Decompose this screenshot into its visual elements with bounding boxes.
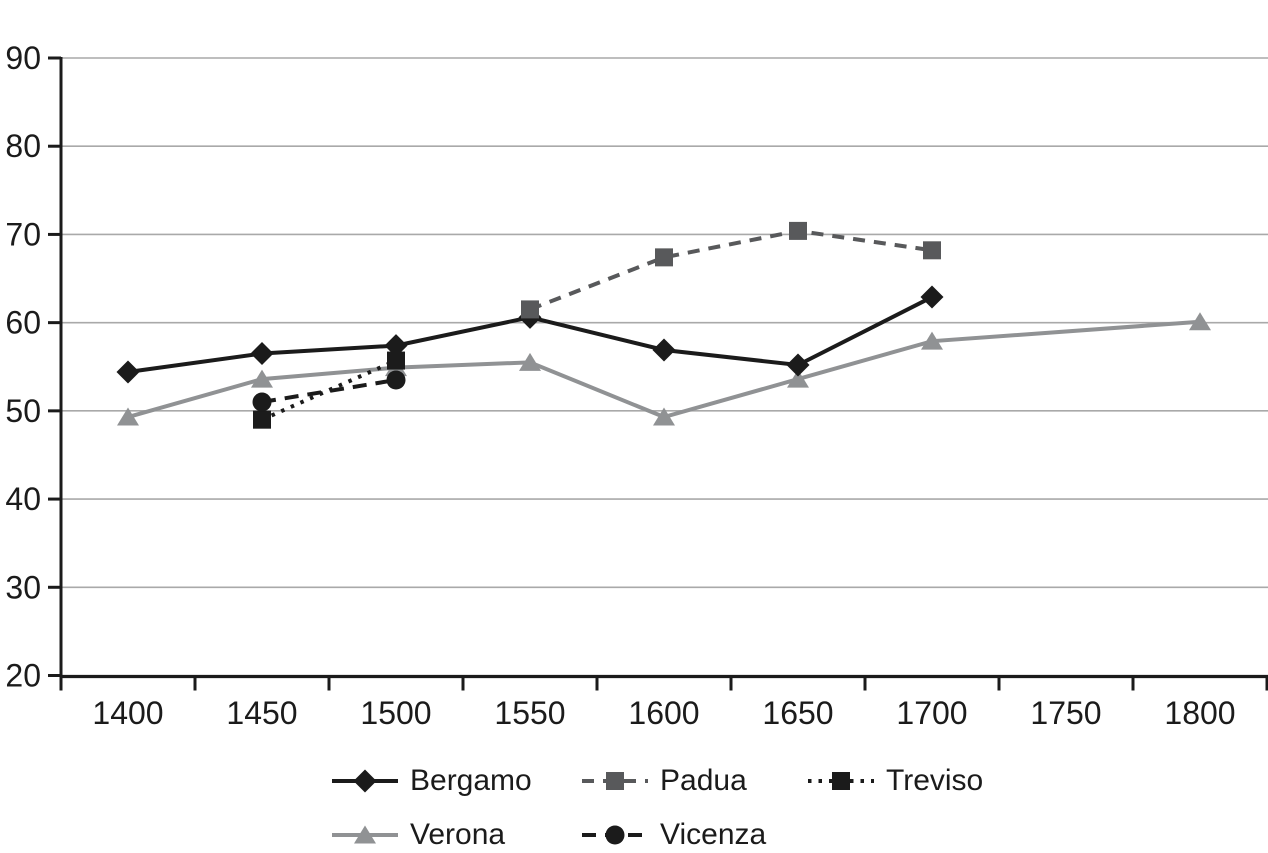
verona-triangle-swatch-icon bbox=[332, 822, 398, 848]
circle-icon bbox=[605, 825, 625, 845]
data-point-marker-verona bbox=[921, 331, 943, 350]
legend-item-vicenza: Vicenza bbox=[582, 818, 767, 851]
series-treviso bbox=[253, 351, 405, 429]
treviso-square-swatch-icon bbox=[808, 768, 874, 794]
x-axis-tick-label: 1700 bbox=[896, 695, 967, 731]
legend-swatch-bergamo bbox=[332, 769, 398, 793]
series-line-treviso bbox=[261, 358, 397, 422]
vicenza-circle-swatch-icon bbox=[582, 822, 648, 848]
y-axis-tick-label: 50 bbox=[5, 393, 41, 429]
x-axis-tick-label: 1500 bbox=[360, 695, 431, 731]
data-point-marker-treviso bbox=[253, 410, 271, 429]
data-point-marker-bergamo bbox=[786, 353, 810, 377]
legend-swatch-treviso bbox=[808, 772, 874, 790]
x-axis-tick-label: 1750 bbox=[1030, 695, 1101, 731]
data-point-marker-verona bbox=[519, 352, 541, 371]
triangle-icon bbox=[354, 825, 376, 844]
series-line-vicenza bbox=[261, 378, 397, 405]
data-point-marker-vicenza bbox=[386, 370, 406, 390]
square-icon bbox=[832, 772, 850, 790]
data-point-marker-verona bbox=[1189, 312, 1211, 331]
x-axis-tick-label: 1650 bbox=[762, 695, 833, 731]
data-point-marker-padua bbox=[655, 248, 673, 267]
legend-label-vicenza: Vicenza bbox=[660, 818, 767, 851]
data-point-marker-vicenza bbox=[252, 392, 272, 412]
y-axis-tick-label: 60 bbox=[5, 305, 41, 341]
data-point-marker-bergamo bbox=[384, 334, 408, 358]
y-axis-tick-label: 20 bbox=[5, 658, 41, 694]
legend-label-bergamo: Bergamo bbox=[410, 764, 532, 797]
x-axis-tick-label: 1800 bbox=[1164, 695, 1235, 731]
y-axis-tick-label: 90 bbox=[5, 40, 41, 76]
x-axis-tick-label: 1400 bbox=[92, 695, 163, 731]
legend-label-padua: Padua bbox=[660, 764, 747, 797]
square-icon bbox=[606, 772, 624, 790]
data-point-marker-padua bbox=[521, 300, 539, 319]
y-axis-tick-label: 70 bbox=[5, 216, 41, 252]
x-axis-tick-label: 1450 bbox=[226, 695, 297, 731]
legend-item-treviso: Treviso bbox=[808, 764, 984, 797]
bergamo-diamond-swatch-icon bbox=[332, 768, 398, 794]
data-point-marker-bergamo bbox=[250, 342, 274, 366]
data-point-marker-verona bbox=[117, 407, 139, 426]
series-line-padua bbox=[529, 228, 933, 312]
legend-item-bergamo: Bergamo bbox=[332, 764, 532, 797]
legend-item-verona: Verona bbox=[332, 818, 506, 851]
data-point-marker-bergamo bbox=[116, 360, 140, 384]
x-axis-tick-label: 1600 bbox=[628, 695, 699, 731]
series-line-verona bbox=[127, 319, 1201, 420]
y-axis-tick-label: 40 bbox=[5, 481, 41, 517]
series-vicenza bbox=[252, 370, 406, 412]
data-point-marker-padua bbox=[923, 241, 941, 260]
series-padua bbox=[521, 221, 941, 319]
data-point-marker-padua bbox=[789, 221, 807, 240]
legend-swatch-vicenza bbox=[582, 825, 648, 845]
data-point-marker-verona bbox=[251, 369, 273, 388]
data-point-marker-verona bbox=[787, 369, 809, 388]
y-axis-tick-label: 30 bbox=[5, 569, 41, 605]
padua-square-swatch-icon bbox=[582, 768, 648, 794]
legend-swatch-verona bbox=[332, 825, 398, 844]
data-point-marker-verona bbox=[653, 407, 675, 426]
legend-label-treviso: Treviso bbox=[886, 764, 984, 797]
series-verona bbox=[117, 312, 1211, 426]
y-axis-tick-label: 80 bbox=[5, 128, 41, 164]
legend-label-verona: Verona bbox=[410, 818, 506, 851]
x-axis-tick-label: 1550 bbox=[494, 695, 565, 731]
diamond-icon bbox=[353, 769, 377, 793]
legend-item-padua: Padua bbox=[582, 764, 747, 797]
legend-swatch-padua bbox=[582, 772, 648, 790]
data-point-marker-treviso bbox=[387, 351, 405, 370]
data-point-marker-bergamo bbox=[652, 338, 676, 362]
data-point-marker-bergamo bbox=[920, 285, 944, 309]
